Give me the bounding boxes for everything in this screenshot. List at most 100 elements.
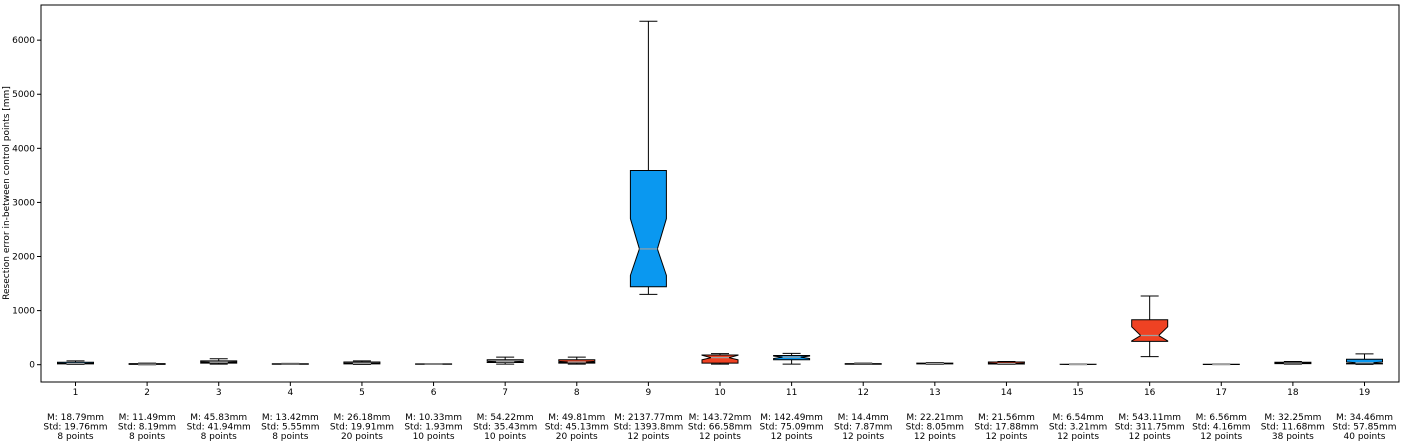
stat-line: 20 points (556, 432, 598, 442)
stat-line: Std: 35.43mm (473, 423, 537, 433)
stat-line: Std: 19.91mm (330, 423, 394, 433)
stat-line: Std: 45.13mm (545, 423, 609, 433)
stat-line: Std: 4.16mm (1192, 423, 1250, 433)
box-10 (701, 353, 739, 365)
stat-line: M: 11.49mm (119, 413, 176, 423)
stat-line: Std: 19.76mm (43, 423, 107, 433)
box-18 (1274, 360, 1312, 365)
stat-line: M: 10.33mm (405, 413, 462, 423)
y-tick-label: 1000 (12, 307, 35, 317)
box-body (701, 354, 739, 364)
stat-line: 12 points (1129, 432, 1171, 442)
x-tick-label: 4 (287, 388, 293, 398)
x-tick-label: 7 (502, 388, 508, 398)
y-axis-label: Resection error in-between control point… (2, 86, 12, 300)
box-12 (844, 362, 882, 366)
plot-area (40, 4, 1400, 383)
x-tick-label: 19 (1359, 388, 1371, 398)
x-tick-label: 12 (857, 388, 868, 398)
stat-line: 12 points (842, 432, 884, 442)
stat-line: Std: 41.94mm (187, 423, 251, 433)
stat-line: Std: 1393.8mm (613, 423, 683, 433)
x-tick-label: 13 (929, 388, 940, 398)
box-body (1131, 319, 1169, 342)
stat-line: M: 14.4mm (838, 413, 889, 423)
x-tick-label: 17 (1216, 388, 1227, 398)
box-14 (987, 360, 1025, 365)
box-8 (558, 356, 596, 365)
stat-line: 12 points (627, 432, 669, 442)
y-tick-label: 4000 (12, 144, 35, 154)
boxes-group (57, 20, 1383, 366)
stat-line: 12 points (771, 432, 813, 442)
box-4 (271, 362, 309, 365)
box-15 (1059, 363, 1097, 366)
stat-line: Std: 17.88mm (974, 423, 1038, 433)
stat-line: 12 points (699, 432, 741, 442)
x-tick-label: 18 (1287, 388, 1299, 398)
stat-line: 12 points (1057, 432, 1099, 442)
stat-line: 10 points (484, 432, 526, 442)
y-tick-label: 2000 (12, 253, 35, 263)
stat-line: Std: 66.58mm (688, 423, 752, 433)
stat-line: M: 543.11mm (1118, 413, 1181, 423)
x-tick-label: 6 (431, 388, 437, 398)
stat-line: M: 2137.77mm (614, 413, 682, 423)
x-tick-label: 16 (1144, 388, 1156, 398)
stat-line: Std: 3.21mm (1049, 423, 1107, 433)
stat-line: Std: 75.09mm (760, 423, 824, 433)
stat-line: Std: 311.75mm (1115, 423, 1185, 433)
box-5 (343, 360, 381, 365)
box-2 (128, 362, 166, 366)
stat-line: M: 54.22mm (477, 413, 534, 423)
stat-line: 20 points (341, 432, 383, 442)
box-13 (916, 362, 954, 365)
y-tick-label: 6000 (12, 36, 35, 46)
stat-line: 38 points (1272, 432, 1314, 442)
stat-line: Std: 7.87mm (834, 423, 892, 433)
stat-line: M: 49.81mm (548, 413, 605, 423)
box-6 (415, 363, 453, 365)
x-tick-label: 5 (359, 388, 365, 398)
stat-line: M: 34.46mm (1336, 413, 1393, 423)
x-tick-label: 3 (216, 388, 222, 398)
box-9 (629, 20, 667, 295)
stat-line: Std: 8.05mm (906, 423, 964, 433)
box-11 (773, 352, 811, 365)
x-tick-label: 10 (714, 388, 726, 398)
stat-line: 10 points (413, 432, 455, 442)
box-body (629, 170, 667, 288)
stat-line: Std: 57.85mm (1332, 423, 1396, 433)
box-7 (486, 356, 524, 365)
stat-line: M: 6.54mm (1052, 413, 1103, 423)
stat-line: M: 18.79mm (47, 413, 104, 423)
stat-line: M: 45.83mm (190, 413, 247, 423)
box-19 (1346, 353, 1383, 365)
y-tick-label: 5000 (12, 90, 35, 100)
stat-line: M: 26.18mm (333, 413, 390, 423)
stat-line: 12 points (914, 432, 956, 442)
x-tick-label: 1 (73, 388, 79, 398)
y-axis: 0 1000 2000 3000 4000 5000 6000 (12, 36, 41, 371)
stat-line: 8 points (272, 432, 309, 442)
stat-line: 12 points (985, 432, 1027, 442)
stat-line: 8 points (57, 432, 94, 442)
stat-line: M: 6.56mm (1196, 413, 1247, 423)
stat-line: M: 22.21mm (906, 413, 963, 423)
box-16 (1131, 295, 1169, 358)
stat-line: 8 points (129, 432, 166, 442)
stat-line: M: 143.72mm (689, 413, 752, 423)
stat-line: 8 points (201, 432, 238, 442)
stat-line: M: 13.42mm (262, 413, 319, 423)
stat-line: Std: 11.68mm (1261, 423, 1325, 433)
x-tick-label: 11 (786, 388, 797, 398)
x-tick-label: 2 (144, 388, 150, 398)
x-axis: 1 2 3 4 5 6 7 8 9 10 11 12 13 14 15 16 17 18 19 (73, 382, 1371, 398)
x-tick-label: 9 (646, 388, 652, 398)
stat-line: Std: 8.19mm (118, 423, 176, 433)
stat-line: Std: 1.93mm (404, 423, 462, 433)
box-17 (1202, 363, 1240, 366)
stat-line: M: 142.49mm (760, 413, 823, 423)
